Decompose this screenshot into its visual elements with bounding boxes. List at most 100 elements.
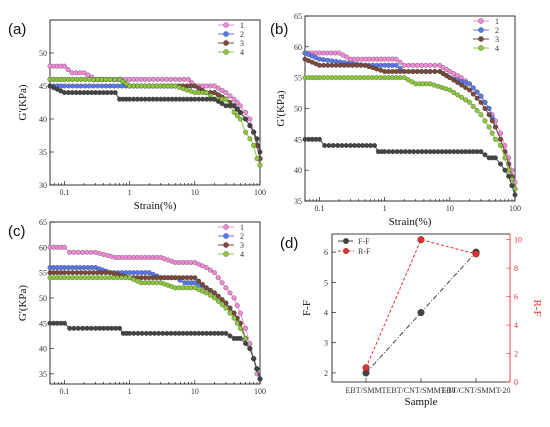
y-tick-label: 30 <box>39 181 47 190</box>
data-point <box>70 83 76 89</box>
data-point <box>237 116 243 122</box>
data-point <box>254 156 260 162</box>
data-point <box>231 315 237 321</box>
data-point <box>378 75 384 81</box>
data-point <box>427 69 433 74</box>
data-point <box>341 62 347 68</box>
data-point <box>410 62 416 68</box>
x-axis-label: Strain(%) <box>389 216 432 228</box>
data-point <box>498 143 503 148</box>
data-point <box>211 295 217 301</box>
data-point <box>98 275 104 281</box>
data-point <box>62 320 67 326</box>
data-point <box>103 83 109 89</box>
data-point <box>243 325 248 331</box>
data-point <box>152 330 157 336</box>
data-point <box>506 173 512 179</box>
y-axis-label: F-F <box>301 300 313 316</box>
data-point <box>62 63 67 69</box>
data-point <box>62 275 67 281</box>
x-tick-label: 10 <box>191 387 199 396</box>
legend-marker <box>223 49 229 55</box>
x-tick-label: 0.1 <box>314 204 324 213</box>
data-point <box>341 75 347 81</box>
data-point <box>322 143 328 148</box>
data-point <box>211 90 217 96</box>
data-point <box>110 275 116 281</box>
data-point <box>82 275 88 281</box>
data-point <box>317 136 322 142</box>
panel-label: (a) <box>8 21 26 38</box>
y-tick-label: 65 <box>294 12 302 21</box>
legend-label: 2 <box>240 232 244 241</box>
data-point <box>223 96 229 102</box>
legend-label: 2 <box>495 26 499 35</box>
data-point <box>207 83 213 89</box>
data-point <box>88 325 94 331</box>
data-point <box>423 149 429 155</box>
x-tick-label: 10 <box>191 188 199 197</box>
data-point <box>203 83 209 89</box>
data-point <box>472 250 480 258</box>
data-point <box>127 330 133 336</box>
data-point <box>123 275 129 281</box>
data-point <box>410 69 416 74</box>
data-point <box>69 70 75 76</box>
data-point <box>67 325 73 331</box>
data-point <box>474 89 480 95</box>
data-point <box>247 123 253 129</box>
data-point <box>234 106 240 112</box>
data-point <box>86 83 92 89</box>
legend-label: R-F <box>358 247 371 256</box>
series-line <box>50 272 261 380</box>
y-tick-label: 40 <box>39 115 47 124</box>
data-point <box>91 83 96 89</box>
data-point <box>223 285 229 291</box>
data-point <box>219 280 225 286</box>
data-point <box>215 298 221 304</box>
data-point <box>478 149 484 155</box>
data-point <box>219 101 225 107</box>
x-tick-label: EBT/CNT/SMMT-20 <box>441 386 510 395</box>
legend-marker <box>223 251 229 257</box>
data-point <box>207 287 213 293</box>
data-point <box>160 330 166 336</box>
panel-label: (b) <box>270 21 288 38</box>
data-point <box>70 275 76 281</box>
data-point <box>498 136 503 142</box>
data-point <box>251 142 257 148</box>
data-point <box>67 249 73 255</box>
y-tick-label: 40 <box>294 166 302 175</box>
data-point <box>478 99 484 105</box>
data-point <box>186 76 191 82</box>
data-point <box>74 275 80 281</box>
y-right-tick-label: 4 <box>514 321 518 330</box>
data-point <box>211 96 217 102</box>
legend-label: 4 <box>240 48 244 57</box>
data-point <box>143 330 149 336</box>
data-point <box>203 90 209 96</box>
data-point <box>478 112 484 118</box>
data-point <box>344 54 350 60</box>
data-point <box>345 75 351 81</box>
data-point <box>223 90 229 96</box>
y-axis-label: G'(KPa) <box>275 90 287 127</box>
data-point <box>192 83 198 89</box>
data-point <box>227 290 233 296</box>
data-point <box>114 275 120 281</box>
data-point <box>393 62 399 68</box>
data-point <box>337 75 343 81</box>
data-point <box>329 62 335 68</box>
legend-label: 3 <box>240 39 244 48</box>
data-point <box>62 244 67 250</box>
data-point <box>243 109 248 115</box>
x-tick-label: 1 <box>383 204 387 213</box>
plot-frame <box>49 19 261 186</box>
data-point <box>200 281 205 287</box>
x-tick-label: 0.1 <box>59 387 69 396</box>
panel-label: (c) <box>8 223 26 240</box>
data-point <box>99 270 105 276</box>
x-axis-label: Strain(%) <box>134 200 177 212</box>
data-point <box>219 87 225 93</box>
